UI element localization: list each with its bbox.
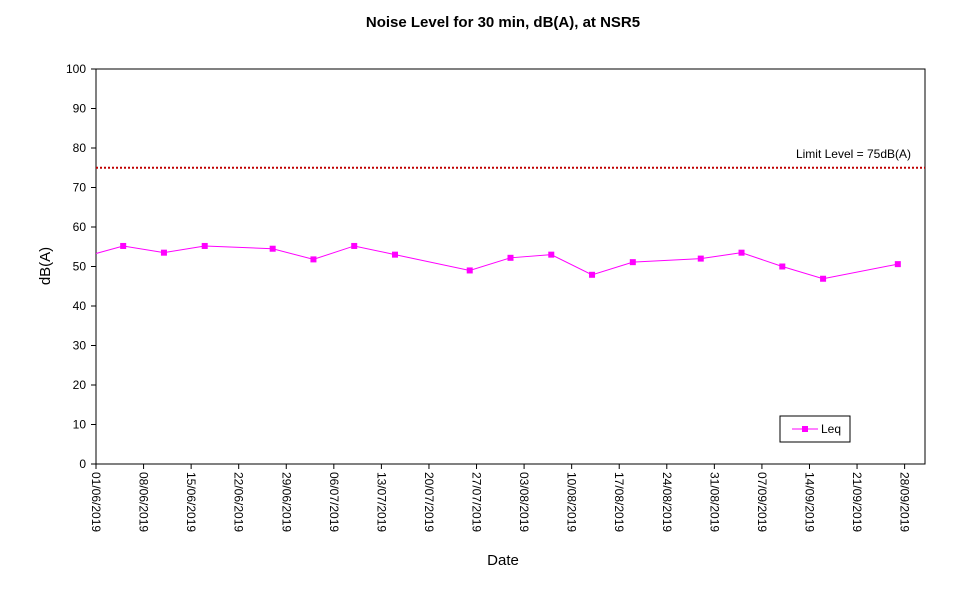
x-tick-label: 27/07/2019: [470, 472, 484, 532]
data-point: [391, 251, 398, 258]
data-point: [697, 255, 704, 262]
y-tick-label: 0: [79, 457, 86, 471]
x-tick-label: 29/06/2019: [279, 472, 293, 532]
x-tick-label: 01/06/2019: [89, 472, 103, 532]
x-tick-label: 22/06/2019: [232, 472, 246, 532]
plot-area: [95, 68, 926, 465]
y-tick-label: 30: [73, 339, 87, 353]
x-tick-label: 28/09/2019: [898, 472, 912, 532]
data-point: [738, 249, 745, 256]
x-tick-label: 13/07/2019: [374, 472, 388, 532]
data-point: [120, 242, 127, 249]
x-tick-label: 06/07/2019: [327, 472, 341, 532]
y-tick-label: 100: [66, 62, 86, 76]
y-tick-label: 20: [73, 378, 87, 392]
data-point: [269, 245, 276, 252]
x-tick-label: 14/09/2019: [802, 472, 816, 532]
x-axis-label: Date: [487, 552, 519, 569]
data-point: [589, 271, 596, 278]
x-tick-label: 31/08/2019: [707, 472, 721, 532]
y-axis-label: dB(A): [37, 247, 54, 285]
legend-marker: [802, 426, 808, 432]
y-tick-label: 40: [73, 299, 87, 313]
data-line: [95, 245, 898, 280]
x-tick-label: 10/08/2019: [565, 472, 579, 532]
data-point: [310, 256, 317, 263]
y-tick-label: 10: [73, 418, 87, 432]
y-tick-label: 80: [73, 141, 87, 155]
x-tick-label: 03/08/2019: [517, 472, 531, 532]
x-tick-label: 15/06/2019: [184, 472, 198, 532]
data-point: [201, 242, 208, 249]
legend-label: Leq: [821, 422, 841, 436]
y-tick-label: 60: [73, 220, 87, 234]
x-tick-label: 21/09/2019: [850, 472, 864, 532]
x-tick-label: 07/09/2019: [755, 472, 769, 532]
data-point: [351, 242, 358, 249]
data-point: [548, 251, 555, 258]
data-point: [466, 267, 473, 274]
x-tick-label: 24/08/2019: [660, 472, 674, 532]
limit-label: Limit Level = 75dB(A): [796, 147, 911, 161]
data-point: [779, 263, 786, 270]
chart-title: Noise Level for 30 min, dB(A), at NSR5: [366, 14, 640, 31]
data-point: [507, 254, 514, 261]
data-point: [894, 261, 901, 268]
data-point: [629, 259, 636, 266]
data-point: [160, 249, 167, 256]
x-tick-label: 20/07/2019: [422, 472, 436, 532]
y-tick-label: 50: [73, 260, 87, 274]
y-tick-label: 90: [73, 102, 87, 116]
data-point: [820, 275, 827, 282]
x-tick-label: 08/06/2019: [137, 472, 151, 532]
y-tick-label: 70: [73, 181, 87, 195]
x-tick-label: 17/08/2019: [612, 472, 626, 532]
